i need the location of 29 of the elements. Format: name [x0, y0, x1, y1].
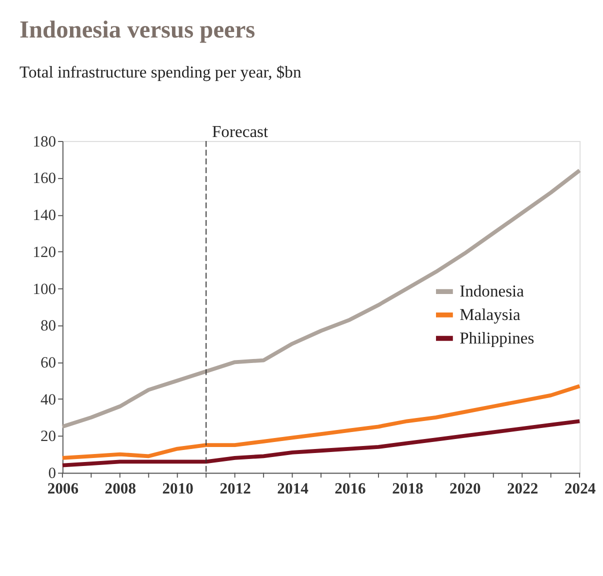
x-tick-label: 2012 — [220, 480, 252, 498]
x-tick-label: 2008 — [104, 480, 136, 498]
y-tick-label: 180 — [32, 133, 56, 150]
y-tick-label: 60 — [40, 354, 56, 372]
chart-title: Indonesia versus peers — [20, 16, 256, 44]
legend-label: Malaysia — [460, 304, 521, 324]
ref-line-label: Forecast — [212, 122, 269, 142]
y-tick-label: 100 — [32, 280, 56, 298]
x-tick-label: 2016 — [334, 480, 366, 498]
line-series — [60, 168, 582, 429]
y-tick-label: 0 — [48, 465, 56, 482]
legend-label: Indonesia — [460, 281, 525, 300]
y-tick-label: 140 — [32, 207, 56, 224]
x-tick-label: 2020 — [450, 480, 481, 498]
y-tick-label: 120 — [32, 244, 56, 261]
y-tick-label: 40 — [40, 391, 56, 408]
x-tick-label: 2010 — [162, 480, 194, 498]
chart-subtitle: Total infrastructure spending per year, $bn — [20, 62, 302, 82]
x-tick-label: 2006 — [47, 480, 79, 498]
y-tick-label: 160 — [32, 170, 56, 188]
line-series — [60, 384, 582, 460]
x-tick-label: 2014 — [277, 480, 309, 498]
y-tick-label: 80 — [40, 318, 56, 335]
y-tick-label: 20 — [40, 428, 56, 446]
legend-label: Philippines — [460, 328, 534, 348]
x-tick-label: 2024 — [564, 480, 596, 498]
x-tick-label: 2018 — [392, 480, 424, 498]
x-tick-label: 2022 — [507, 480, 538, 498]
line-series — [60, 419, 582, 468]
